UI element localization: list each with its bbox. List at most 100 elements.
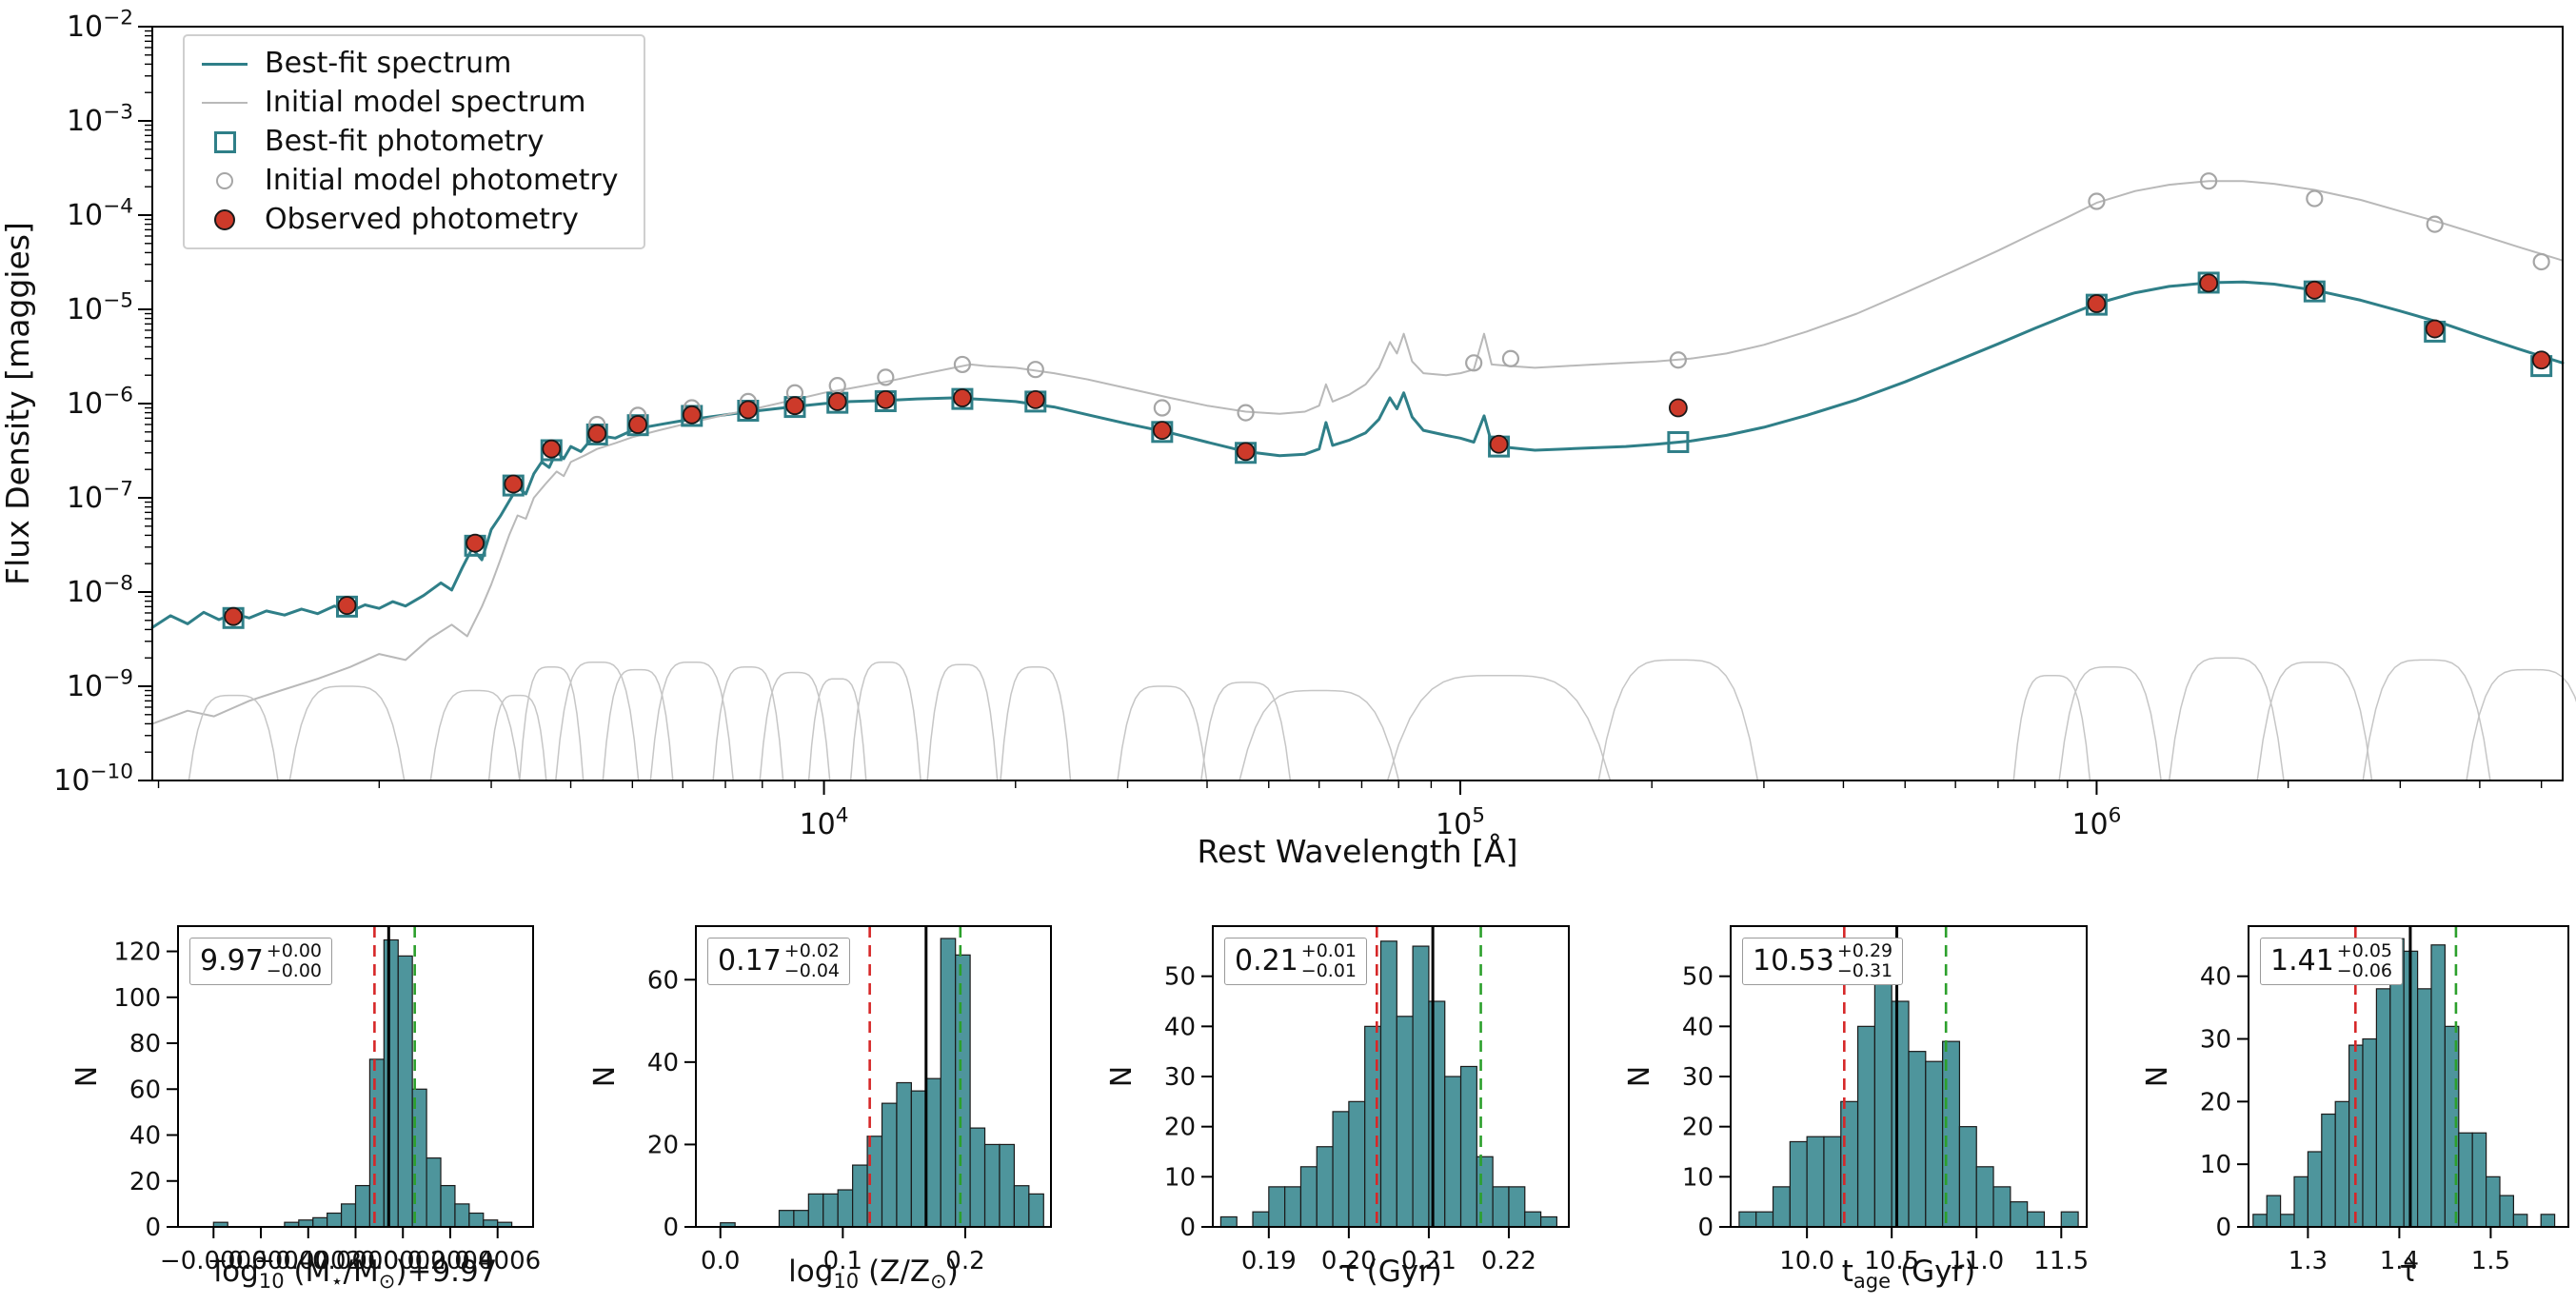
sed-axes-ticks xyxy=(138,26,2543,795)
x-tick-label: 0.0 xyxy=(701,1247,740,1275)
hist-bar xyxy=(925,1077,941,1228)
legend-item: Best-fit photometry xyxy=(200,126,619,158)
legend-marker-line xyxy=(200,62,249,66)
hist-bar xyxy=(2060,1211,2079,1228)
filter-curve xyxy=(1117,685,1208,781)
observed-photometry-point xyxy=(2199,273,2219,293)
y-tick-label: 20 xyxy=(647,1131,679,1159)
filter-curve xyxy=(2168,657,2285,781)
hist-bar xyxy=(312,1216,328,1228)
hist-bar xyxy=(793,1210,809,1228)
hist-yaxis-label: N xyxy=(70,1066,104,1087)
initial-model-photometry-point xyxy=(1501,349,1520,367)
hist-bar xyxy=(852,1164,868,1228)
y-tick-label: 60 xyxy=(129,1076,161,1104)
filter-curve xyxy=(487,694,547,781)
hist-bar xyxy=(2266,1195,2282,1228)
hist-bar xyxy=(1908,1051,1927,1228)
hist-bar xyxy=(327,1212,343,1228)
observed-photometry-point xyxy=(1152,421,1172,441)
y-tick-label: 0 xyxy=(1179,1214,1196,1242)
hist-bar xyxy=(1856,1025,1875,1228)
initial-model-photometry-point xyxy=(2306,189,2324,207)
legend-item: Best-fit spectrum xyxy=(200,48,619,80)
posterior-annotation: 9.97 +0.00 −0.00 xyxy=(189,938,333,985)
posterior-annotation: 1.41 +0.05 −0.06 xyxy=(2260,938,2404,985)
hist-bar xyxy=(1364,1025,1382,1228)
posterior-annotation: 10.53 +0.29 −0.31 xyxy=(1742,938,1904,985)
hist-bar xyxy=(1379,940,1397,1228)
hist-bar xyxy=(2280,1214,2295,1228)
y-tick-label: 10 xyxy=(1164,1163,1196,1192)
hist-bar xyxy=(1252,1211,1270,1228)
annotation-value: 1.41 xyxy=(2270,944,2334,978)
hist-bar xyxy=(2362,1037,2377,1228)
hist-bar xyxy=(896,1081,912,1228)
y-tick-label: 10−7 xyxy=(67,477,133,515)
annotation-errors: +0.02 −0.04 xyxy=(784,941,840,981)
observed-photometry-point xyxy=(504,474,524,494)
y-tick-label: 120 xyxy=(113,938,161,967)
hist-bar xyxy=(778,1210,795,1228)
y-tick-label: 20 xyxy=(1682,1114,1714,1142)
filter-curve xyxy=(519,666,585,781)
y-tick-label: 10−6 xyxy=(67,383,133,421)
legend-label: Observed photometry xyxy=(265,203,579,236)
initial-model-photometry-point xyxy=(1669,351,1687,369)
x-tick-label: 0.20 xyxy=(1321,1247,1377,1275)
hist-bar xyxy=(2334,1100,2350,1228)
hist-bar xyxy=(1284,1186,1302,1228)
y-tick-label: 10−8 xyxy=(67,571,133,609)
x-tick-label: −0.0002 xyxy=(254,1247,362,1275)
filter-curve xyxy=(849,661,921,781)
x-tick-label: 1.4 xyxy=(2380,1247,2419,1275)
hist-bar xyxy=(1348,1100,1366,1228)
x-tick-label: 0.0006 xyxy=(454,1247,541,1275)
hist-bar xyxy=(822,1193,839,1228)
annotation-plus-error: +0.29 xyxy=(1836,940,1893,961)
initial-model-photometry-point xyxy=(2088,192,2106,210)
y-tick-label: 40 xyxy=(1682,1013,1714,1041)
hist-bar xyxy=(1332,1111,1350,1228)
observed-photometry-point xyxy=(2087,294,2107,313)
hist-bar xyxy=(483,1219,499,1228)
hist-bar xyxy=(1219,1215,1238,1228)
hist-axes-frame xyxy=(695,925,1052,1228)
initial-model-photometry-point xyxy=(2200,172,2218,190)
observed-photometry-point xyxy=(2425,319,2445,339)
filter-curve xyxy=(188,694,279,781)
y-tick-label: 50 xyxy=(1682,963,1714,992)
hist-bar xyxy=(1539,1215,1557,1228)
y-tick-label: 30 xyxy=(1682,1063,1714,1092)
y-tick-label: 10−2 xyxy=(67,6,133,44)
legend-label: Initial model photometry xyxy=(265,164,619,197)
legend-label: Best-fit spectrum xyxy=(265,47,512,80)
hist-bar xyxy=(1476,1156,1494,1228)
hist-bar xyxy=(2430,944,2446,1228)
x-tick-label: 1.3 xyxy=(2289,1247,2328,1275)
posterior-tau: 0.19 0.20 0.21 0.22 0 10 20 30 40 50 N xyxy=(1105,925,1570,1275)
observed-photometry-point xyxy=(1668,398,1688,418)
sed-axes-frame xyxy=(151,26,2564,781)
legend-filled-circle-sample xyxy=(214,209,235,230)
filter-curve xyxy=(1597,659,1759,781)
filter-curve xyxy=(926,663,999,781)
x-tick-label: 0.2 xyxy=(945,1247,984,1275)
annotation-value: 0.21 xyxy=(1235,944,1298,978)
hist-xaxis-label: tage (Gyr) xyxy=(1841,1255,1976,1294)
observed-photometry-point xyxy=(628,415,647,434)
annotation-plus-error: +0.01 xyxy=(1300,940,1357,961)
legend-marker-circle-open xyxy=(200,172,249,189)
hist-bar xyxy=(397,955,413,1228)
hist-bar xyxy=(1789,1140,1808,1228)
x-tick-label: 104 xyxy=(800,803,849,841)
y-tick-label: 20 xyxy=(1164,1114,1196,1142)
legend-item: Observed photometry xyxy=(200,204,619,236)
filter-curve xyxy=(555,661,640,781)
annotation-minus-error: −0.01 xyxy=(1300,959,1357,981)
hist-bar xyxy=(807,1193,824,1228)
y-tick-label: 10 xyxy=(1682,1163,1714,1192)
legend-label: Best-fit photometry xyxy=(265,125,545,158)
hist-bar xyxy=(2471,1132,2487,1228)
